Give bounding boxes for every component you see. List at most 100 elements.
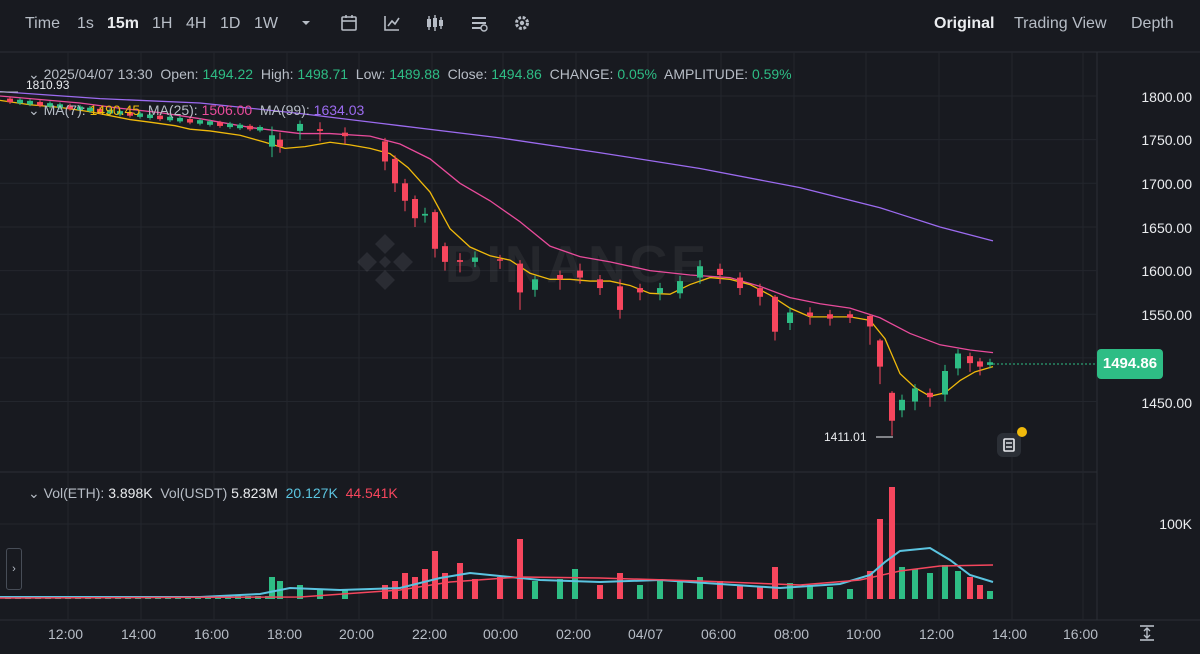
volume-bar bbox=[737, 585, 743, 599]
candle-body bbox=[532, 279, 538, 290]
volume-bar bbox=[657, 579, 663, 599]
candle-body bbox=[137, 113, 143, 117]
candle-body bbox=[867, 315, 873, 327]
gear-icon[interactable] bbox=[513, 14, 533, 34]
time-axis-label: 00:00 bbox=[483, 626, 519, 642]
expand-panel-chevron-icon[interactable]: › bbox=[6, 548, 22, 590]
candle-body bbox=[167, 116, 173, 121]
candle-body bbox=[517, 263, 523, 293]
price-axis-label: 1450.00 bbox=[1141, 395, 1192, 411]
candle-body bbox=[77, 106, 83, 111]
candle-body bbox=[127, 112, 133, 116]
volume-bar bbox=[382, 585, 388, 599]
volume-ma-lines bbox=[0, 546, 994, 599]
volume-bar bbox=[557, 579, 563, 599]
low-marker-label: 1411.01 bbox=[824, 430, 867, 444]
vol-eth-label: Vol(ETH): bbox=[43, 485, 105, 501]
change-value: 0.05% bbox=[617, 66, 658, 82]
ohlc-datetime: 2025/04/07 13:30 bbox=[43, 66, 153, 82]
view-depth[interactable]: Depth bbox=[1131, 15, 1174, 32]
price-axis-label: 1700.00 bbox=[1141, 176, 1192, 192]
interval-1s[interactable]: 1s bbox=[77, 15, 94, 32]
high-value: 1498.71 bbox=[297, 66, 349, 82]
candle-body bbox=[942, 370, 948, 395]
collapse-chevron-icon[interactable]: ⌄ bbox=[28, 66, 40, 82]
time-axis-label: 20:00 bbox=[339, 626, 375, 642]
volume-bar bbox=[847, 589, 853, 599]
interval-4h[interactable]: 4H bbox=[186, 15, 207, 32]
fit-screen-icon[interactable] bbox=[1138, 624, 1158, 644]
view-original[interactable]: Original bbox=[934, 15, 995, 32]
indicators-icon[interactable] bbox=[383, 14, 403, 34]
ma7-label: MA(7): bbox=[43, 102, 86, 118]
candle-body bbox=[955, 353, 961, 369]
vol-ma2-value: 44.541K bbox=[345, 485, 398, 501]
candle-type-icon[interactable] bbox=[425, 14, 445, 34]
time-axis-label: 16:00 bbox=[194, 626, 230, 642]
watermark: BINANCE bbox=[357, 234, 710, 294]
candle-body bbox=[197, 120, 203, 124]
volume-legend: ⌄ Vol(ETH): 3.898K Vol(USDT) 5.823M 20.1… bbox=[28, 485, 398, 502]
volume-bar bbox=[677, 581, 683, 599]
interval-1d[interactable]: 1D bbox=[220, 15, 241, 32]
time-axis-label: 12:00 bbox=[48, 626, 84, 642]
candle-body bbox=[457, 260, 463, 262]
candlesticks bbox=[7, 96, 993, 436]
watermark-text: BINANCE bbox=[445, 236, 710, 294]
volume-bar bbox=[927, 573, 933, 599]
volume-bar bbox=[877, 519, 883, 599]
candle-body bbox=[472, 257, 478, 262]
calendar-icon[interactable] bbox=[340, 14, 360, 34]
time-axis-label: 06:00 bbox=[701, 626, 737, 642]
volume-bar bbox=[269, 577, 275, 599]
time-axis-label: 08:00 bbox=[774, 626, 810, 642]
candle-body bbox=[47, 103, 53, 107]
chart-settings-list-icon[interactable] bbox=[470, 14, 490, 34]
interval-1w[interactable]: 1W bbox=[254, 15, 278, 32]
volume-ma1-line bbox=[0, 546, 994, 598]
candle-body bbox=[577, 270, 583, 278]
candle-body bbox=[787, 312, 793, 323]
candle-body bbox=[597, 279, 603, 289]
volume-bar bbox=[889, 487, 895, 599]
volume-bar bbox=[867, 571, 873, 599]
time-axis-label: 12:00 bbox=[919, 626, 955, 642]
ma-collapse-chevron-icon[interactable]: ⌄ bbox=[28, 102, 40, 118]
view-trading-view[interactable]: Trading View bbox=[1014, 15, 1107, 32]
ohlc-header: ⌄ 2025/04/07 13:30 Open: 1494.22 High: 1… bbox=[28, 66, 792, 83]
candle-body bbox=[392, 158, 398, 184]
chart-toolbar: Time 1s 15m 1H 4H 1D 1W Original Trading… bbox=[0, 0, 1200, 50]
interval-1h[interactable]: 1H bbox=[152, 15, 173, 32]
candle-body bbox=[237, 124, 243, 129]
interval-time[interactable]: Time bbox=[25, 15, 60, 32]
vol-eth-value: 3.898K bbox=[108, 485, 153, 501]
candle-body bbox=[107, 109, 113, 114]
low-value: 1489.88 bbox=[389, 66, 440, 82]
interval-15m[interactable]: 15m bbox=[107, 15, 140, 32]
close-value: 1494.86 bbox=[491, 66, 542, 82]
amplitude-label: AMPLITUDE: bbox=[664, 66, 749, 82]
candle-body bbox=[847, 314, 853, 318]
candle-body bbox=[899, 399, 905, 411]
current-price-badge: 1494.86 bbox=[1097, 349, 1163, 379]
ma7-value: 1490.45 bbox=[89, 102, 141, 118]
ma25-value: 1506.00 bbox=[201, 102, 253, 118]
high-label: High: bbox=[260, 66, 294, 82]
volume-bar bbox=[617, 573, 623, 599]
volume-collapse-chevron-icon[interactable]: ⌄ bbox=[28, 485, 40, 501]
candle-body bbox=[97, 108, 103, 113]
volume-axis-label: 100K bbox=[1159, 516, 1192, 532]
volume-bar bbox=[717, 581, 723, 599]
volume-ma2-line bbox=[0, 564, 994, 599]
notes-icon[interactable] bbox=[996, 427, 1027, 460]
volume-bar bbox=[432, 551, 438, 599]
candle-body bbox=[277, 139, 283, 147]
volume-bar bbox=[912, 569, 918, 599]
change-label: CHANGE: bbox=[549, 66, 614, 82]
more-intervals-dropdown-icon[interactable] bbox=[298, 14, 318, 34]
volume-bar bbox=[472, 579, 478, 599]
candle-body bbox=[717, 268, 723, 275]
volume-bar bbox=[827, 587, 833, 599]
candle-body bbox=[147, 114, 153, 119]
